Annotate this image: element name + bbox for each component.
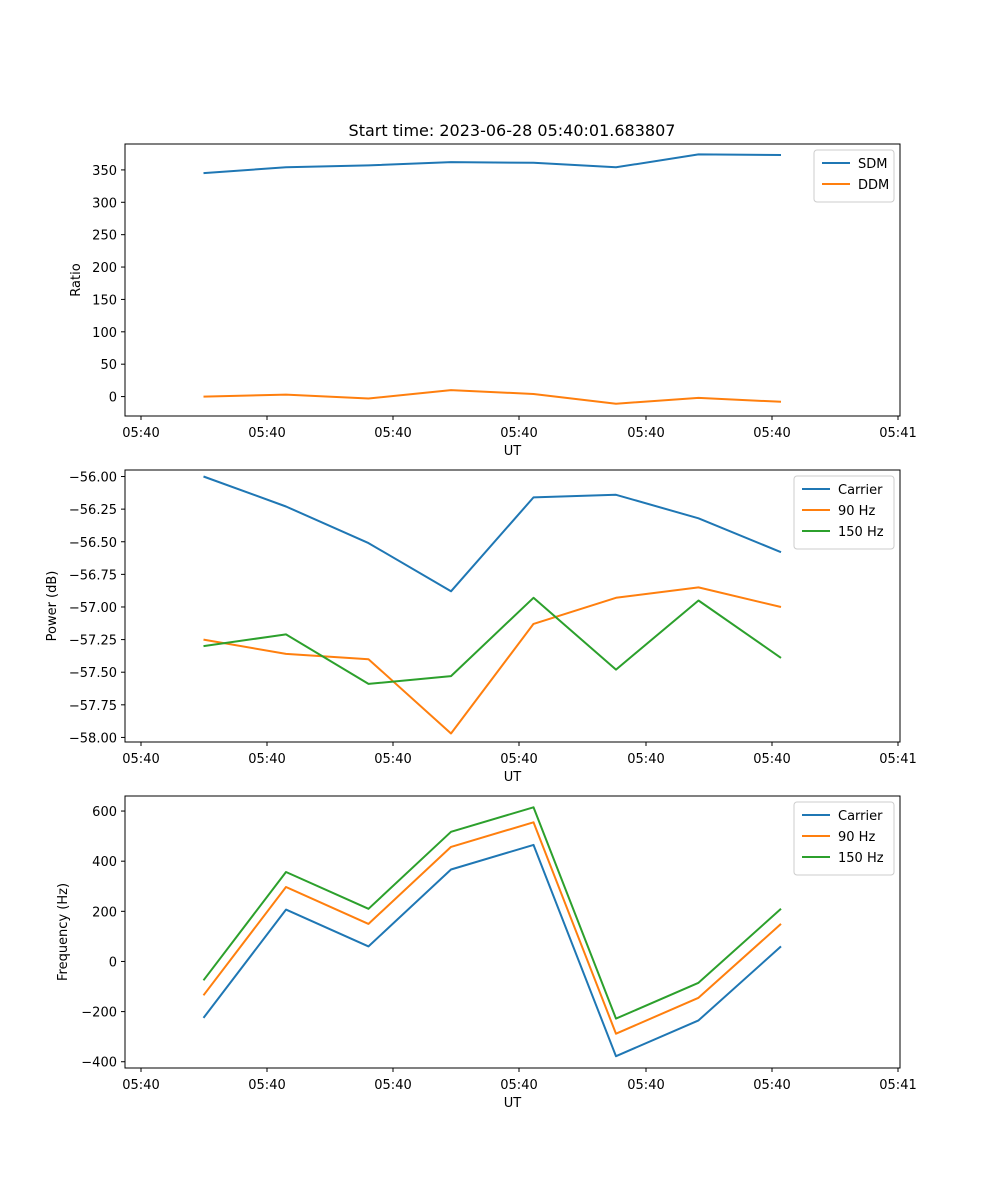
panel-1: 0 50 100 150 200 250 300 350 05:40 05:40 05:40 05:4… xyxy=(69,143,917,459)
x-tick-label: 05:40 xyxy=(753,1078,790,1093)
y-tick-label: −56.50 xyxy=(69,536,117,551)
y-tick-label: −400 xyxy=(81,1056,117,1071)
y-tick-label: 0 xyxy=(109,391,117,406)
x-tick-label: 05:40 xyxy=(500,426,537,441)
x-tick-label: 05:41 xyxy=(879,752,916,767)
y-tick-label: −57.00 xyxy=(69,601,117,616)
y-tick-label: −56.75 xyxy=(69,568,117,583)
y-tick-label: −57.50 xyxy=(69,666,117,681)
y-tick-label: 350 xyxy=(92,164,117,179)
y-tick-label: −56.25 xyxy=(69,503,117,518)
x-tick-label: 05:40 xyxy=(248,752,285,767)
series-line-sdm xyxy=(203,153,782,175)
x-axis-label: UT xyxy=(504,1096,522,1111)
x-tick-label: 05:40 xyxy=(500,1078,537,1093)
y-tick-label: 0 xyxy=(109,955,117,970)
legend-label: 150 Hz xyxy=(838,525,884,540)
panel-3: −400 −200 0 200 400 600 05:40 05:40 05:40 05:40 05… xyxy=(56,795,917,1111)
x-tick-label: 05:41 xyxy=(879,1078,916,1093)
y-tick-label: 200 xyxy=(92,261,117,276)
y-tick-label: 150 xyxy=(92,293,117,308)
series-line-90-hz xyxy=(202,821,782,1035)
x-tick-label: 05:40 xyxy=(500,752,537,767)
x-tick-label: 05:40 xyxy=(248,1078,285,1093)
x-tick-label: 05:40 xyxy=(374,1078,411,1093)
y-tick-label: 600 xyxy=(92,805,117,820)
y-tick-label: 200 xyxy=(92,905,117,920)
x-tick-label: 05:40 xyxy=(374,752,411,767)
figure-title: Start time: 2023-06-28 05:40:01.683807 xyxy=(349,121,676,140)
legend-label: 90 Hz xyxy=(838,504,875,519)
series-line-carrier xyxy=(202,843,782,1058)
series-line-150-hz xyxy=(203,596,782,685)
y-axis-label: Power (dB) xyxy=(45,571,60,642)
y-tick-label: 50 xyxy=(100,358,117,373)
axes-frame xyxy=(124,143,901,417)
x-axis-label: UT xyxy=(504,770,522,785)
x-tick-label: 05:40 xyxy=(122,426,159,441)
x-tick-label: 05:40 xyxy=(753,426,790,441)
series-line-90-hz xyxy=(203,586,782,735)
axes-frame xyxy=(124,469,901,743)
legend-label: 150 Hz xyxy=(838,851,884,866)
y-tick-label: 100 xyxy=(92,326,117,341)
x-axis-label: UT xyxy=(504,444,522,459)
series-line-carrier xyxy=(203,475,782,593)
y-axis-label: Ratio xyxy=(69,263,84,296)
x-tick-label: 05:40 xyxy=(122,752,159,767)
legend-label: Carrier xyxy=(838,809,883,824)
y-tick-label: −58.00 xyxy=(69,731,117,746)
x-tick-label: 05:40 xyxy=(627,752,664,767)
y-tick-label: −57.75 xyxy=(69,699,117,714)
y-tick-label: 250 xyxy=(92,229,117,244)
y-tick-label: 300 xyxy=(92,196,117,211)
y-tick-label: −200 xyxy=(81,1006,117,1021)
y-tick-label: 400 xyxy=(92,855,117,870)
legend-label: Carrier xyxy=(838,483,883,498)
x-tick-label: 05:40 xyxy=(122,1078,159,1093)
x-tick-label: 05:40 xyxy=(627,426,664,441)
series-line-ddm xyxy=(203,389,782,405)
panels: 0 50 100 150 200 250 300 350 05:40 05:40 05:40 05:4… xyxy=(45,143,917,1111)
x-tick-label: 05:40 xyxy=(627,1078,664,1093)
legend-label: SDM xyxy=(858,157,887,172)
y-axis-label: Frequency (Hz) xyxy=(56,883,71,981)
y-tick-label: −56.00 xyxy=(69,471,117,486)
legend-label: 90 Hz xyxy=(838,830,875,845)
x-tick-label: 05:41 xyxy=(879,426,916,441)
y-tick-label: −57.25 xyxy=(69,634,117,649)
x-tick-label: 05:40 xyxy=(753,752,790,767)
legend-label: DDM xyxy=(858,178,889,193)
axes-frame xyxy=(124,795,901,1069)
x-tick-label: 05:40 xyxy=(374,426,411,441)
x-tick-label: 05:40 xyxy=(248,426,285,441)
series-line-150-hz xyxy=(202,806,782,1020)
panel-2: −58.00 −57.75 −57.50 −57.25 −57.00 −56.75 −56.… xyxy=(45,469,917,785)
